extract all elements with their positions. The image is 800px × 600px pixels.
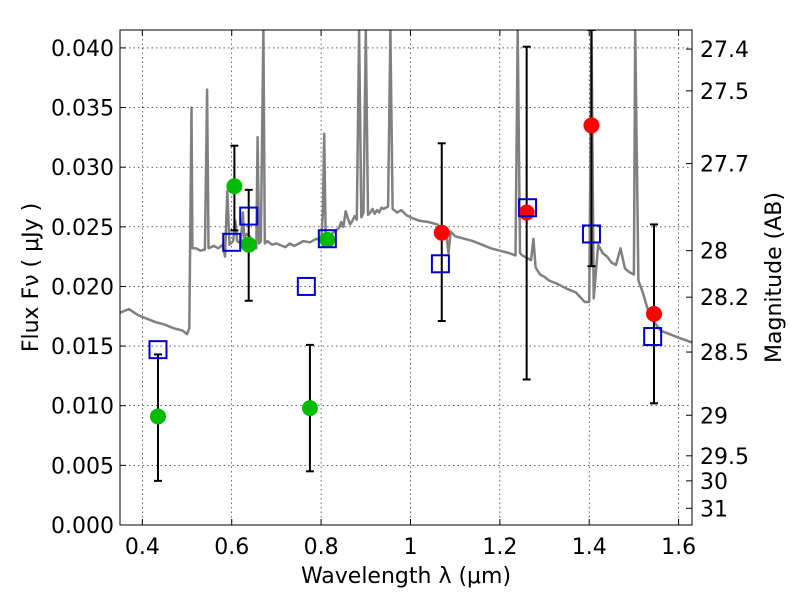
red-data-point [433, 224, 450, 241]
model-spectrum-line [120, 30, 692, 344]
red-data-point [518, 204, 535, 221]
right-tick-label: 28.5 [700, 341, 749, 366]
y-tick-label: 0.000 [51, 514, 114, 539]
blue-model-square [148, 340, 168, 360]
green-data-point [240, 236, 257, 253]
right-tick-label: 29.5 [700, 445, 749, 470]
blue-model-square [317, 229, 337, 249]
blue-model-square [643, 327, 663, 347]
marker-layer [148, 117, 663, 425]
right-tick-label: 27.7 [700, 153, 749, 178]
green-data-point [149, 408, 166, 425]
tick-layer: 0.4 0.6 0.8 1 1.2 1.4 1.6 0.000 0.005 0.010 0.015 0… [51, 30, 749, 560]
x-tick-label: 1.4 [572, 535, 607, 560]
right-tick-label: 31 [700, 497, 728, 522]
y-tick-label: 0.020 [51, 275, 114, 300]
red-data-point [646, 305, 663, 322]
x-tick-label: 0.6 [214, 535, 249, 560]
x-tick-label: 0.8 [304, 535, 339, 560]
y-tick-label: 0.030 [51, 156, 114, 181]
x-tick-label: 0.4 [125, 535, 160, 560]
green-data-point [319, 231, 336, 248]
right-tick-label: 30 [700, 470, 728, 495]
y-tick-label: 0.015 [51, 335, 114, 360]
right-tick-label: 28.2 [700, 286, 749, 311]
y-axis-label: Flux Fν ( μJy ) [19, 203, 44, 352]
blue-model-square [296, 276, 316, 296]
y-tick-label: 0.035 [51, 97, 114, 122]
plot-area [120, 30, 692, 482]
x-tick-label: 1.6 [661, 535, 696, 560]
right-tick-label: 28 [700, 240, 728, 265]
x-tick-label: 1 [403, 535, 417, 560]
green-data-point [301, 400, 318, 417]
right-tick-label: 29 [700, 404, 728, 429]
plot-frame [119, 29, 693, 526]
y-tick-label: 0.040 [51, 37, 114, 62]
right-tick-label: 27.5 [700, 80, 749, 105]
blue-model-square [239, 206, 259, 226]
blue-model-square [430, 254, 450, 274]
blue-model-square [581, 224, 601, 244]
y-tick-label: 0.025 [51, 216, 114, 241]
x-tick-label: 1.2 [482, 535, 517, 560]
y-tick-label: 0.005 [51, 454, 114, 479]
y-tick-label: 0.010 [51, 395, 114, 420]
blue-model-square [222, 232, 242, 252]
green-data-point [226, 178, 243, 195]
blue-model-square [518, 198, 538, 218]
x-axis-label: Wavelength λ (μm) [301, 564, 511, 589]
grid-layer [120, 30, 692, 525]
right-tick-label: 27.4 [700, 38, 749, 63]
red-data-point [583, 117, 600, 134]
y-axis-right-label: Magnitude (AB) [762, 192, 787, 363]
